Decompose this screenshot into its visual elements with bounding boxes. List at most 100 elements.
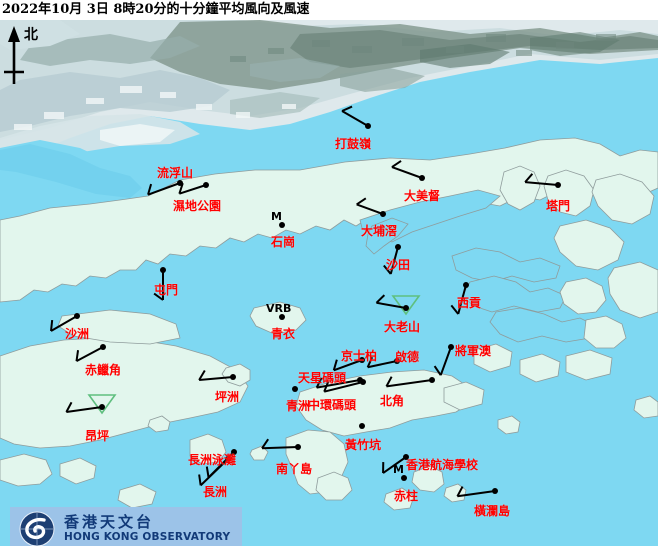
station-label: 西貢 — [457, 296, 482, 310]
wind-barb-shaft — [50, 315, 78, 332]
wind-barb-feather — [332, 359, 338, 371]
station-label: 昂坪 — [85, 429, 110, 443]
north-arrow-icon — [4, 26, 24, 84]
station-dot — [292, 386, 298, 392]
station-dot — [403, 305, 409, 311]
wind-barb-shaft — [389, 246, 399, 275]
station-label: 長洲泳灘 — [188, 453, 237, 467]
wind-station-marker — [75, 344, 106, 362]
station-dot — [365, 123, 371, 129]
station-label: 大老山 — [384, 320, 421, 334]
wind-barb-feather — [391, 160, 402, 168]
page-title: 2022年10月 3日 8時20分的十分鐘平均風向及風速 — [2, 2, 310, 17]
station-dot — [231, 449, 237, 455]
station-dot — [279, 222, 285, 228]
wind-station-marker — [198, 456, 231, 487]
deep-bay-water — [0, 140, 160, 206]
wind-barb-feather — [147, 183, 153, 195]
wind-barb-shaft — [323, 381, 364, 393]
wind-barb-shaft — [391, 166, 423, 179]
wind-barb-shaft — [199, 376, 234, 381]
wind-barb-shaft — [382, 456, 407, 474]
station-label: 坪洲 — [215, 390, 240, 404]
wind-station-marker — [456, 486, 498, 498]
station-dot — [230, 374, 236, 380]
wind-barb-feather — [65, 401, 73, 413]
north-label: 北 — [24, 27, 38, 43]
station-dot — [360, 379, 366, 385]
wind-barb-feather — [50, 319, 54, 332]
station-label: 大美督 — [404, 189, 441, 203]
wind-barb-feather — [315, 377, 323, 389]
station-dot — [380, 211, 386, 217]
gale-indicator-triangle — [391, 295, 421, 316]
wind-station-marker — [178, 182, 209, 195]
wind-station-marker — [375, 294, 421, 316]
station-label: 石崗 — [271, 235, 296, 249]
wind-station-marker — [332, 357, 365, 372]
station-dot — [419, 175, 425, 181]
wind-station-marker — [356, 197, 386, 217]
wind-barb-shaft — [179, 184, 207, 195]
wind-barb-feather — [323, 381, 330, 393]
wind-barb-shaft — [76, 346, 104, 362]
wind-station-marker — [198, 370, 236, 381]
station-dot — [463, 282, 469, 288]
station-dot — [401, 475, 407, 481]
wind-station-marker — [261, 438, 301, 450]
wind-barb-shaft — [316, 379, 361, 389]
wind-barb-shaft — [386, 379, 433, 388]
wind-barb-shaft — [333, 359, 363, 372]
station-dot — [279, 314, 285, 320]
station-label: 香港航海學校 — [406, 458, 479, 472]
wind-barb-feather — [450, 304, 460, 315]
wind-station-marker — [341, 105, 371, 129]
wind-station-marker — [401, 475, 407, 481]
station-label: 京士柏 — [341, 349, 378, 363]
station-label: 濕地公園 — [173, 199, 222, 213]
station-dot — [448, 344, 454, 350]
station-dot — [429, 377, 435, 383]
wind-barb-feather — [75, 350, 80, 362]
wind-barb-shaft — [199, 458, 229, 487]
map-canvas[interactable]: 北 打鼓嶺 流浮山 濕地公園 石崗 M 大美督 塔門 大埔滘 沙田 屯門 沙洲 赤鱲角 青衣 VRB 大老山… — [0, 20, 658, 546]
logo-chinese-name: 香港天文台 — [64, 513, 155, 531]
missing-data-marker: M — [393, 463, 404, 476]
map-graphics — [0, 20, 658, 546]
station-label: 青洲 — [286, 399, 311, 413]
station-label: 黃竹坑 — [345, 438, 382, 452]
gale-indicator-triangle — [87, 394, 117, 415]
wind-station-marker — [450, 282, 469, 315]
wind-station-marker — [359, 423, 365, 429]
station-label: 沙洲 — [65, 327, 90, 341]
wind-barb-feather — [178, 182, 184, 194]
land-masses — [0, 137, 658, 511]
wind-barb-shaft — [66, 406, 103, 414]
hko-spiral-logo-icon — [19, 511, 55, 546]
wind-barb-feather — [375, 294, 386, 304]
station-label: 屯門 — [154, 283, 179, 297]
wind-barb-feather — [205, 466, 210, 478]
wind-barb-shaft — [457, 490, 496, 498]
station-dot — [74, 313, 80, 319]
wind-barb-feather — [456, 486, 464, 497]
wind-barb-shaft — [261, 446, 299, 450]
station-dot — [359, 357, 365, 363]
station-dot — [99, 404, 105, 410]
station-label: 長洲 — [203, 485, 228, 499]
wind-station-marker — [391, 160, 425, 181]
station-dot — [492, 488, 498, 494]
wind-barb-shaft — [457, 284, 467, 315]
wind-barb-shaft — [525, 181, 559, 186]
wind-station-marker — [153, 267, 166, 301]
hko-logo[interactable]: 香港天文台 HONG KONG OBSERVATORY — [10, 507, 242, 546]
station-label: 北角 — [380, 394, 405, 408]
station-label: 赤柱 — [394, 489, 419, 503]
wind-barb-feather — [383, 264, 392, 275]
wind-barb-feather — [198, 474, 202, 486]
station-dot — [100, 344, 106, 350]
station-dot — [359, 423, 365, 429]
wind-station-marker — [323, 379, 366, 393]
wind-barb-feather — [153, 292, 164, 301]
